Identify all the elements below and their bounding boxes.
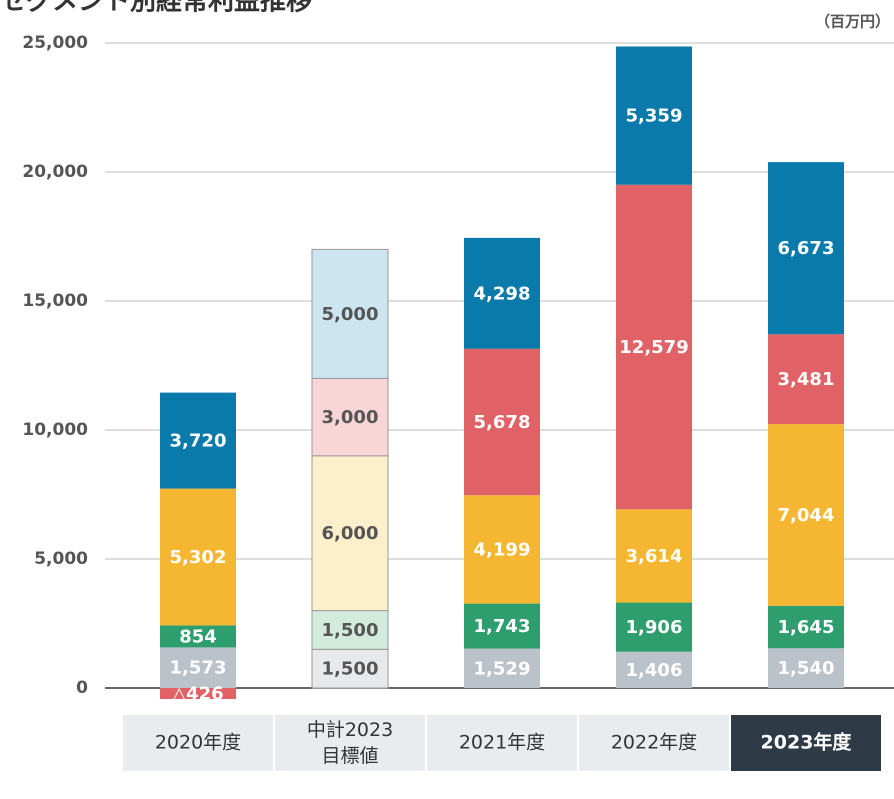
value-label: 854 (179, 626, 217, 647)
bar-segment (768, 648, 844, 688)
value-label: 3,481 (778, 369, 835, 390)
value-label: 1,743 (474, 616, 531, 637)
value-label: 12,579 (619, 337, 688, 358)
value-label: 5,302 (170, 547, 227, 568)
y-tick-label: 10,000 (22, 420, 88, 440)
bar-segment (464, 603, 540, 649)
value-label: 6,673 (778, 238, 835, 259)
value-label: 1,906 (626, 617, 683, 638)
value-label: 3,720 (170, 431, 227, 452)
bar-segment (160, 488, 236, 626)
bar-segment (311, 377, 389, 457)
bar-segment (160, 392, 236, 489)
bar-segment (464, 495, 540, 604)
y-tick-label: 5,000 (34, 549, 88, 569)
category-box (427, 715, 577, 771)
y-tick-label: 20,000 (22, 162, 88, 182)
value-label: 1,573 (170, 658, 227, 679)
bar-segment (160, 625, 236, 648)
x-tick-line: 目標値 (321, 745, 378, 767)
category-box (579, 715, 729, 771)
value-label: 3,000 (322, 407, 379, 428)
y-tick-label: 0 (76, 678, 88, 698)
bar-segment (464, 648, 540, 688)
bar-segment (768, 162, 844, 335)
bar-segment (464, 237, 540, 349)
value-label: 3,614 (626, 546, 683, 567)
value-label: △426 (172, 683, 223, 704)
value-label: 1,645 (778, 617, 835, 638)
unit-label: （百万円） (815, 13, 890, 31)
x-tick-label: 2021年度 (459, 732, 545, 754)
value-label: 1,529 (474, 658, 531, 679)
value-label: 4,298 (474, 283, 531, 304)
x-tick-label: 中計2023 目標値 (307, 719, 393, 767)
value-label: 6,000 (322, 523, 379, 544)
bar-segment (311, 248, 389, 379)
category-box (123, 715, 273, 771)
y-tick-label: 25,000 (22, 33, 88, 53)
value-label: 1,406 (626, 660, 683, 681)
bar-segment (464, 348, 540, 496)
bar-segment (768, 424, 844, 606)
bar-segment (160, 688, 236, 699)
value-label: 4,199 (474, 539, 531, 560)
bar-segment (616, 651, 692, 688)
bar-segment (616, 602, 692, 652)
bar-segment (616, 509, 692, 603)
value-label: 1,500 (322, 620, 379, 641)
value-label: 5,678 (474, 412, 531, 433)
category-box (275, 715, 425, 771)
value-label: 1,500 (322, 659, 379, 680)
x-tick-label: 2020年度 (155, 732, 241, 754)
chart-title: セグメント別経常利益推移 (0, 0, 312, 17)
x-tick-label: 2022年度 (611, 732, 697, 754)
value-label: 1,540 (778, 658, 835, 679)
bar-segment (160, 647, 236, 688)
category-box (731, 715, 881, 771)
value-label: 5,000 (322, 304, 379, 325)
x-tick-line: 中計2023 (307, 719, 393, 741)
bar-segment (616, 184, 692, 510)
bar-segment (768, 605, 844, 649)
value-label: 5,359 (626, 106, 683, 127)
bar-segment (616, 46, 692, 185)
bar-segment (311, 610, 389, 650)
bar-segment (768, 334, 844, 425)
y-tick-label: 15,000 (22, 291, 88, 311)
x-tick-label: 2023年度 (761, 731, 853, 754)
value-label: 7,044 (778, 505, 835, 526)
